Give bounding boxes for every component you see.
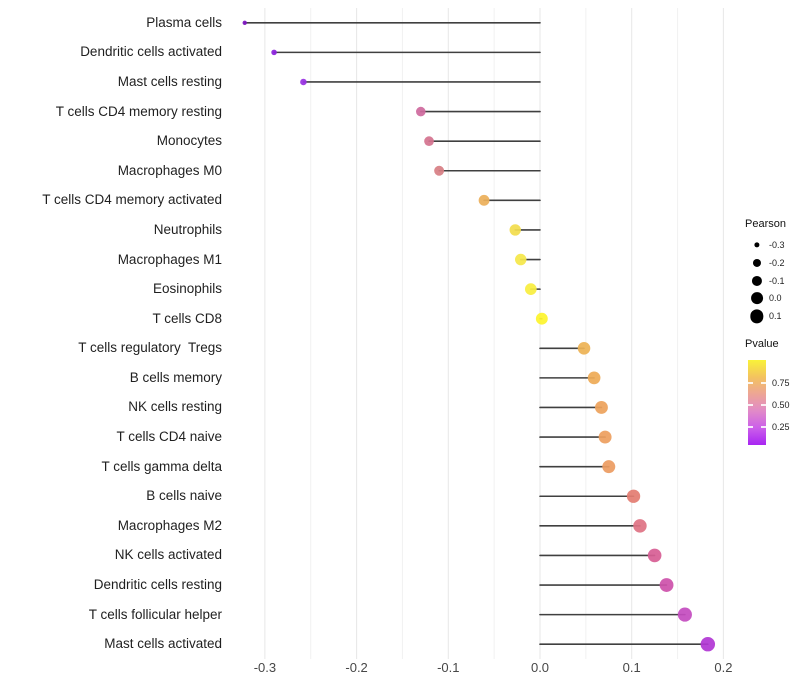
y-axis-label: Dendritic cells resting [93, 577, 222, 593]
y-axis-label: T cells gamma delta [101, 458, 222, 474]
y-axis-label: T cells follicular helper [88, 606, 222, 622]
y-axis-label: Mast cells resting [117, 73, 222, 89]
lollipop-dot [700, 636, 716, 652]
colorbar-tick-mark [761, 404, 766, 406]
y-axis-label: Neutrophils [153, 221, 222, 237]
lollipop-dot [271, 49, 277, 56]
colorbar-tick-label: 0.50 [772, 400, 790, 410]
y-axis-label: Plasma cells [146, 14, 222, 30]
y-axis-label: Monocytes [156, 133, 222, 149]
pearson-legend-dot [750, 309, 764, 323]
pearson-legend-dot [751, 292, 763, 305]
y-axis-label: B cells memory [129, 369, 222, 385]
y-axis-label: T cells regulatory Tregs [78, 340, 222, 356]
x-tick-label: 0.2 [714, 660, 733, 675]
lollipop-dot [677, 607, 692, 622]
lollipop-dot [626, 489, 641, 503]
x-tick-label: 0.0 [530, 660, 550, 675]
pvalue-legend-title: Pvalue [745, 338, 779, 350]
y-axis-label: Macrophages M2 [117, 517, 222, 533]
lollipop-dot [587, 371, 601, 385]
lollipop-dot [595, 401, 608, 414]
lollipop-dot [424, 136, 434, 147]
pearson-legend-label: 0.1 [769, 311, 782, 322]
x-tick-label: -0.2 [345, 660, 368, 675]
y-axis-label: Eosinophils [152, 281, 222, 297]
pearson-legend-label: -0.1 [769, 275, 785, 286]
lollipop-dot [602, 460, 616, 474]
pearson-legend-label: -0.2 [769, 257, 785, 268]
pearson-legend-dot [752, 258, 762, 267]
y-axis-label: NK cells activated [114, 547, 222, 563]
lollipop-dot [514, 253, 527, 266]
lollipop-dot [598, 430, 612, 444]
x-tick-label: -0.1 [437, 660, 460, 675]
lollipop-dot [300, 78, 307, 86]
colorbar-tick-label: 0.75 [772, 378, 790, 388]
y-axis-label: T cells CD8 [152, 310, 222, 326]
lollipop-dot [577, 342, 591, 355]
y-axis-label: B cells naive [146, 488, 222, 504]
x-tick-label: -0.3 [253, 660, 277, 675]
y-axis-label: Macrophages M0 [117, 162, 222, 178]
lollipop-dot [416, 106, 426, 117]
lollipop-dot [478, 194, 490, 206]
colorbar-tick-mark [748, 404, 753, 406]
colorbar-tick-mark [748, 426, 753, 428]
colorbar-tick-label: 0.25 [772, 422, 790, 432]
y-axis-label: T cells CD4 memory activated [42, 192, 222, 208]
colorbar-tick-mark [748, 382, 753, 384]
lollipop-dot [659, 578, 674, 592]
y-axis-label: T cells CD4 naive [116, 429, 222, 445]
y-axis-label: Mast cells activated [104, 636, 222, 652]
lollipop-dot [434, 165, 445, 176]
pearson-legend-label: -0.3 [769, 240, 785, 250]
pearson-legend-dot [751, 275, 763, 286]
y-axis-label: T cells CD4 memory resting [55, 103, 222, 119]
pearson-legend-title: Pearson [745, 218, 786, 230]
x-tick-label: 0.1 [622, 660, 641, 675]
colorbar-tick-mark [761, 382, 766, 384]
y-axis-label: Dendritic cells activated [80, 44, 222, 60]
pvalue-colorbar [748, 360, 766, 445]
lollipop-dot [535, 312, 548, 325]
pearson-legend-label: 0.0 [769, 293, 782, 304]
lollipop-dot [647, 548, 662, 563]
lollipop-dot [524, 283, 537, 295]
lollipop-dot [242, 20, 247, 25]
y-axis-label: NK cells resting [128, 399, 222, 415]
pearson-legend-dot [754, 242, 760, 248]
lollipop-dot [633, 519, 647, 533]
lollipop-dot [509, 224, 521, 236]
y-axis-label: Macrophages M1 [117, 251, 222, 267]
colorbar-tick-mark [761, 426, 766, 428]
